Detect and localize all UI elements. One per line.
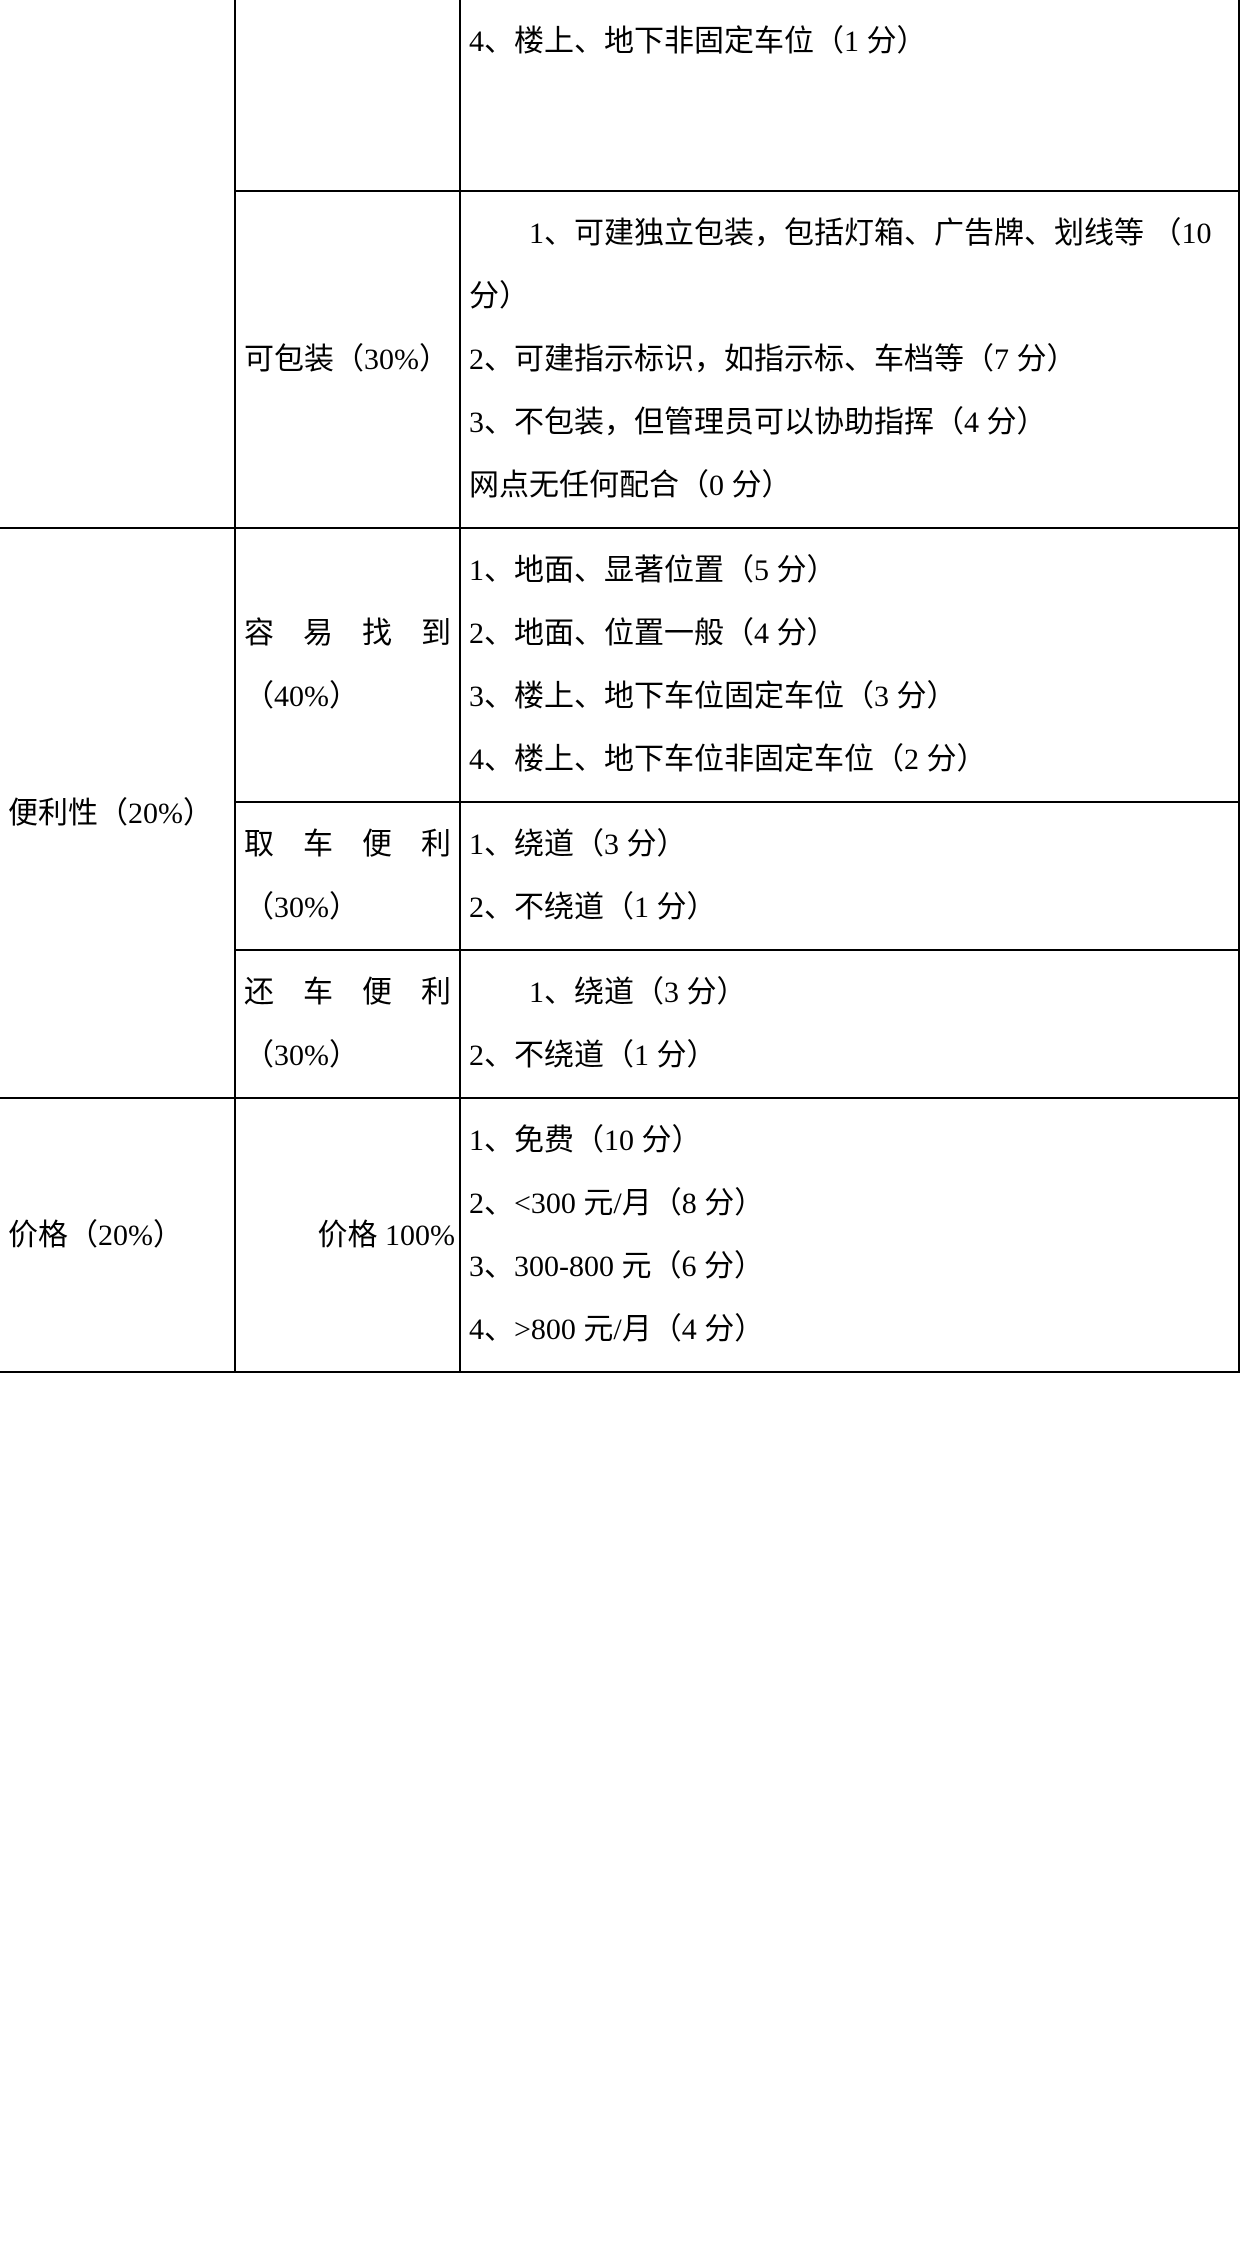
subcategory-label-line1: 还 车 便 利: [244, 961, 451, 1024]
criteria-line: 2、可建指示标识，如指示标、车档等（7 分）: [469, 328, 1230, 391]
category-label: 价格（20%）: [8, 1219, 183, 1252]
criteria-line: 3、楼上、地下车位固定车位（3 分）: [469, 665, 1230, 728]
criteria-line: 4、楼上、地下车位非固定车位（2 分）: [469, 728, 1230, 791]
criteria-cell-pickup: 1、绕道（3 分） 2、不绕道（1 分）: [460, 802, 1239, 950]
criteria-line: 4、楼上、地下非固定车位（1 分）: [469, 25, 927, 58]
criteria-line: 网点无任何配合（0 分）: [469, 454, 1230, 517]
subcategory-return: 还 车 便 利 （30%）: [235, 950, 460, 1098]
criteria-line: 4、>800 元/月（4 分）: [469, 1298, 1230, 1361]
criteria-cell-easy-find: 1、地面、显著位置（5 分） 2、地面、位置一般（4 分） 3、楼上、地下车位固…: [460, 528, 1239, 802]
criteria-cell-packaging: 1、可建独立包装，包括灯箱、广告牌、划线等 （10 分） 2、可建指示标识，如指…: [460, 191, 1239, 528]
criteria-line: 2、不绕道（1 分）: [469, 1024, 1230, 1087]
subcategory-pickup: 取 车 便 利 （30%）: [235, 802, 460, 950]
criteria-line: 1、免费（10 分）: [469, 1109, 1230, 1172]
criteria-line: 1、可建独立包装，包括灯箱、广告牌、划线等 （10 分）: [469, 202, 1230, 328]
criteria-cell: 4、楼上、地下非固定车位（1 分）: [460, 0, 1239, 191]
subcategory-label-line1: 取 车 便 利: [244, 813, 451, 876]
subcategory-label: 价格 100%: [318, 1219, 456, 1252]
criteria-line: 2、不绕道（1 分）: [469, 876, 1230, 939]
criteria-line: 1、绕道（3 分）: [469, 813, 1230, 876]
subcategory-price: 价格 100%: [235, 1098, 460, 1372]
category-convenience: 便利性（20%）: [0, 528, 235, 1098]
subcategory-cell-blank: [235, 0, 460, 191]
criteria-line: 1、绕道（3 分）: [469, 961, 1230, 1024]
subcategory-packaging: 可包装（30%）: [235, 191, 460, 528]
subcategory-label-line2: （30%）: [244, 1024, 451, 1087]
document-page: 4、楼上、地下非固定车位（1 分） 可包装（30%） 1、可建独立包装，包括灯箱…: [0, 0, 1240, 1373]
criteria-line: 2、地面、位置一般（4 分）: [469, 602, 1230, 665]
subcategory-label-line1: 容 易 找 到: [244, 602, 451, 665]
criteria-line: 3、300-800 元（6 分）: [469, 1235, 1230, 1298]
subcategory-easy-find: 容 易 找 到 （40%）: [235, 528, 460, 802]
subcategory-label-line2: （40%）: [244, 665, 451, 728]
criteria-cell-return: 1、绕道（3 分） 2、不绕道（1 分）: [460, 950, 1239, 1098]
subcategory-label: 可包装（30%）: [244, 343, 449, 376]
criteria-line: 2、<300 元/月（8 分）: [469, 1172, 1230, 1235]
scoring-table: 4、楼上、地下非固定车位（1 分） 可包装（30%） 1、可建独立包装，包括灯箱…: [0, 0, 1240, 1373]
subcategory-label-line2: （30%）: [244, 876, 451, 939]
criteria-line: 3、不包装，但管理员可以协助指挥（4 分）: [469, 391, 1230, 454]
criteria-cell-price: 1、免费（10 分） 2、<300 元/月（8 分） 3、300-800 元（6…: [460, 1098, 1239, 1372]
criteria-line: 1、地面、显著位置（5 分）: [469, 539, 1230, 602]
category-label: 便利性（20%）: [8, 797, 213, 830]
category-cell-blank: [0, 0, 235, 528]
category-price: 价格（20%）: [0, 1098, 235, 1372]
